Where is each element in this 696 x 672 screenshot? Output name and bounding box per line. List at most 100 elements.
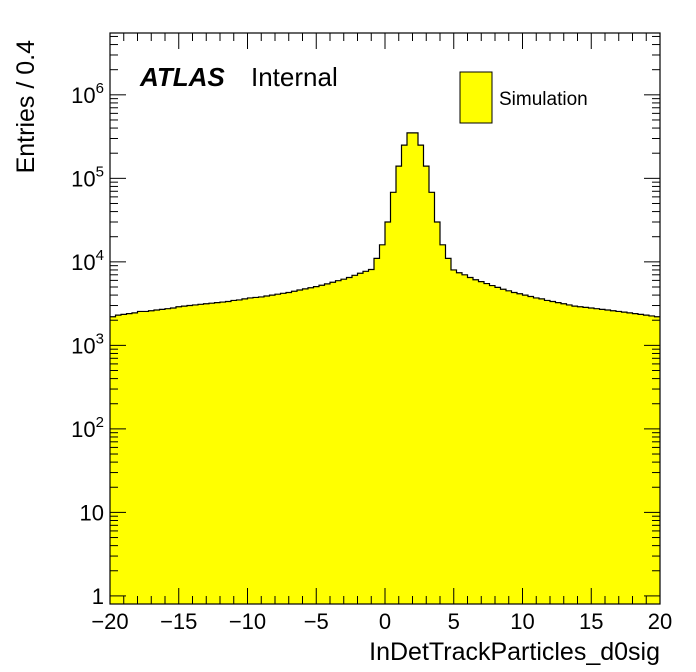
histogram-bar xyxy=(379,244,386,604)
histogram-bar xyxy=(247,297,254,604)
histogram-bar xyxy=(110,316,116,604)
histogram-bar xyxy=(357,273,364,604)
x-tick-label: 10 xyxy=(510,609,534,634)
histogram-bar xyxy=(242,298,248,604)
histogram-bar xyxy=(533,297,540,604)
histogram-bar xyxy=(137,311,144,604)
histogram-bar xyxy=(401,145,408,605)
histogram-bar xyxy=(456,272,463,604)
histogram-bar xyxy=(115,315,122,604)
histogram-bar xyxy=(148,310,155,604)
atlas-label: ATLAS xyxy=(139,62,225,92)
histogram-bar xyxy=(159,309,166,604)
histogram-bar xyxy=(335,280,342,604)
histogram-bar xyxy=(445,258,452,604)
histogram-bars xyxy=(110,132,661,605)
y-tick-label: 104 xyxy=(71,247,104,275)
x-tick-label: 0 xyxy=(379,609,391,634)
histogram-bar xyxy=(594,308,600,604)
histogram-bar xyxy=(566,304,573,604)
internal-label: Internal xyxy=(251,62,338,92)
histogram-bar xyxy=(418,145,424,605)
histogram-bar xyxy=(539,298,545,604)
histogram-bar xyxy=(610,310,617,604)
histogram-bar xyxy=(495,287,501,604)
histogram-bar xyxy=(286,292,292,604)
histogram-bar xyxy=(506,290,512,604)
histogram-bar xyxy=(209,303,215,604)
histogram-bar xyxy=(605,310,611,604)
x-tick-label: −10 xyxy=(229,609,266,634)
histogram-bar xyxy=(126,313,133,604)
histogram-bar xyxy=(561,303,567,604)
axis-ticks xyxy=(109,33,661,604)
histogram-bar xyxy=(313,286,320,604)
histogram-bar xyxy=(165,308,171,604)
histogram-bar xyxy=(544,300,551,604)
histogram-bar xyxy=(643,315,650,604)
histogram-bar xyxy=(231,300,237,604)
y-tick-label: 102 xyxy=(71,414,104,442)
histogram-bar xyxy=(583,307,589,604)
histogram-bar xyxy=(429,192,435,605)
histogram-bar xyxy=(302,288,309,604)
histogram-bar xyxy=(412,132,419,605)
histogram-bar xyxy=(341,279,347,604)
histogram-bar xyxy=(434,222,441,604)
histogram-bar xyxy=(528,296,534,604)
histogram-bar xyxy=(478,281,485,604)
y-axis-label: Entries / 0.4 xyxy=(12,40,40,173)
histogram-bar xyxy=(396,166,402,605)
tick-labels: −20 −15 −10 −5 0 5 10 15 20 1 10 102 103 104 105 106 xyxy=(71,80,672,634)
histogram-bar xyxy=(423,166,430,605)
histogram-bar xyxy=(203,303,210,604)
histogram-bar xyxy=(517,293,523,604)
histogram-bar xyxy=(225,301,232,604)
histogram-bar xyxy=(451,269,457,604)
histogram-bar xyxy=(522,295,529,604)
histogram-bar xyxy=(154,310,160,604)
histogram-bar xyxy=(489,285,496,604)
histogram-bar xyxy=(654,316,661,604)
histogram-bar xyxy=(368,269,375,604)
histogram-bar xyxy=(511,292,518,604)
histogram-bar xyxy=(319,285,325,604)
histogram-bar xyxy=(616,311,622,604)
histogram-bar xyxy=(577,306,584,604)
histogram-bar xyxy=(374,258,380,604)
histogram-bar xyxy=(143,311,149,604)
histogram-bar xyxy=(264,296,270,604)
histogram-bar xyxy=(176,306,182,604)
histogram-bar xyxy=(390,192,397,605)
histogram-bar xyxy=(330,282,336,604)
histogram-bar xyxy=(192,304,199,604)
histogram-bar xyxy=(632,313,639,604)
histogram-outline xyxy=(110,132,660,318)
histogram-bar xyxy=(621,312,628,604)
histogram-bar xyxy=(638,314,644,604)
histogram-bar xyxy=(181,306,188,604)
histogram-bar xyxy=(187,305,193,604)
histogram-bar xyxy=(649,315,655,604)
x-tick-label: 20 xyxy=(648,609,672,634)
y-tick-label: 105 xyxy=(71,163,104,191)
histogram-bar xyxy=(280,293,287,604)
histogram-bar xyxy=(214,302,221,604)
histogram-bar xyxy=(484,283,490,604)
histogram-bar xyxy=(308,287,314,604)
histogram-bar xyxy=(258,296,265,604)
histogram-bar xyxy=(473,279,479,604)
histogram-bar xyxy=(627,312,633,604)
histogram-bar xyxy=(220,302,226,604)
histogram-bar xyxy=(467,277,474,604)
histogram-bar xyxy=(297,290,303,604)
legend-label-simulation: Simulation xyxy=(499,89,588,110)
y-tick-label: 1 xyxy=(92,584,104,609)
legend: Simulation xyxy=(459,71,588,124)
x-tick-label: −5 xyxy=(304,609,329,634)
x-axis-label: InDetTrackParticles_d0sig xyxy=(369,638,660,666)
histogram-bar xyxy=(275,294,281,604)
histogram-bar xyxy=(407,132,413,605)
histogram-bar xyxy=(132,312,138,604)
